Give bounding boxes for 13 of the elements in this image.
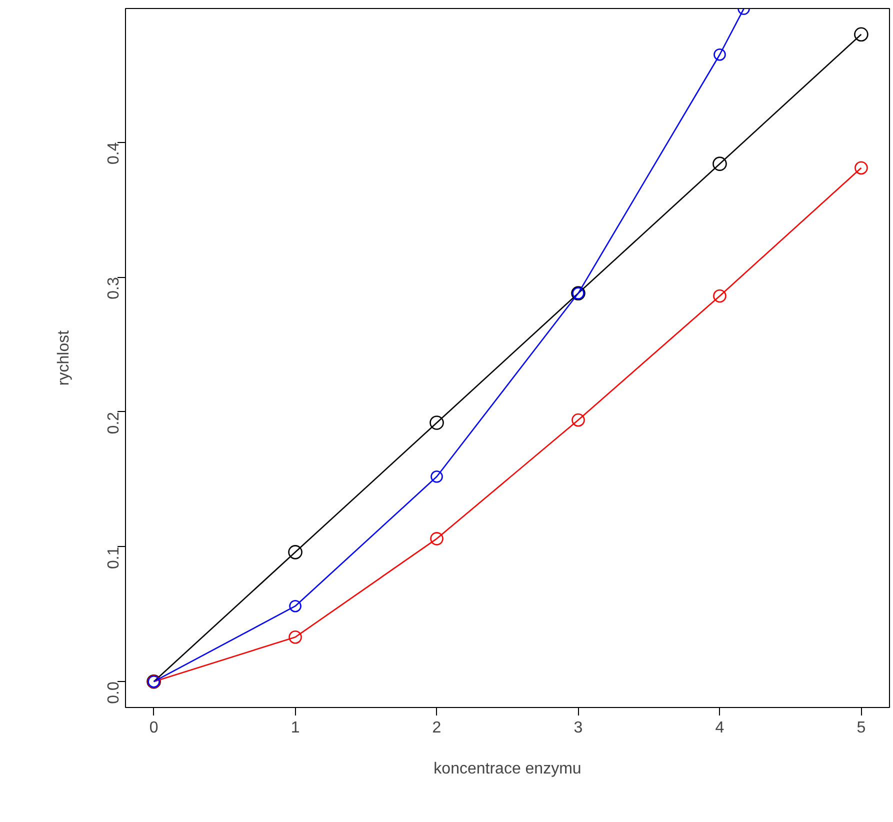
x-tick-label: 2 — [432, 720, 442, 736]
y-tick-label: 0.3 — [106, 276, 122, 300]
y-tick-label: 0.4 — [106, 142, 122, 164]
x-axis-title: koncentrace enzymu — [434, 760, 582, 778]
x-tick-label: 3 — [574, 720, 583, 736]
x-tick-label: 5 — [856, 720, 866, 736]
x-tick-label: 1 — [290, 720, 300, 736]
x-tick-label: 4 — [715, 720, 724, 736]
y-axis-title: rychlost — [56, 330, 72, 386]
y-tick-label: 0.1 — [106, 546, 122, 570]
x-tick-label: 0 — [149, 720, 158, 736]
y-tick-label: 0.2 — [106, 412, 122, 434]
y-tick-label: 0.0 — [106, 682, 122, 704]
